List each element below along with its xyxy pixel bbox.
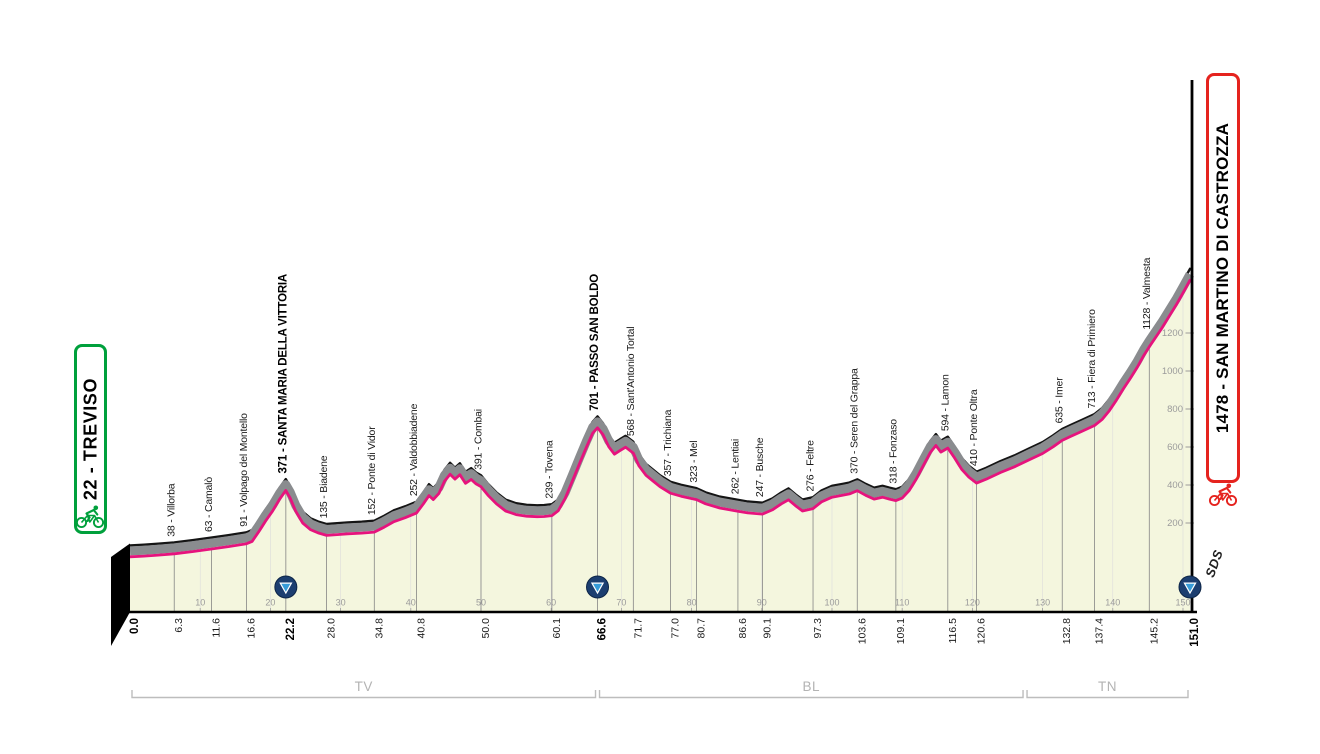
- province-bracket: [598, 690, 1024, 699]
- start-label: 22 - TREVISO: [80, 377, 100, 501]
- waypoint-label: 391 - Combai: [472, 409, 484, 470]
- finish-box: 1478 - SAN MARTINO DI CASTROZZA: [1206, 73, 1240, 483]
- province-bracket: [1026, 690, 1189, 699]
- road-band: [129, 272, 1194, 556]
- profile-line: [128, 278, 1192, 559]
- waypoint-label: 410 - Ponte Oltra: [968, 389, 980, 466]
- km-tick-label: 30: [336, 598, 346, 608]
- waypoint-label: 247 - Busche: [754, 437, 766, 497]
- km-label: 109.1: [895, 618, 907, 644]
- waypoint-label: 357 - Trichiana: [662, 409, 674, 476]
- km-label: 137.4: [1094, 618, 1106, 644]
- waypoint-label: 370 - Seren del Grappa: [849, 368, 861, 474]
- waypoint-label: 568 - Sant'Antonio Tortal: [625, 327, 637, 436]
- km-label: 16.6: [246, 618, 258, 639]
- km-tick-label: 140: [1105, 598, 1120, 608]
- province-bracket: [131, 690, 597, 699]
- province-label: TV: [355, 679, 373, 694]
- elevation-tick-label: 600: [1167, 442, 1183, 453]
- km-label: 60.1: [551, 618, 563, 639]
- km-label: 40.8: [415, 618, 427, 639]
- km-label: 90.1: [761, 618, 773, 639]
- km-label: 145.2: [1148, 618, 1160, 644]
- waypoint-label: 701 - PASSO SAN BOLDO: [589, 274, 601, 411]
- waypoint-label: 318 - Fonzaso: [887, 419, 899, 484]
- km-tick-label: 90: [757, 598, 767, 608]
- km-tick-label: 20: [265, 598, 275, 608]
- elevation-tick-label: 1200: [1162, 328, 1183, 339]
- waypoint-label: 91 - Volpago del Montello: [238, 413, 250, 527]
- waypoint-label: 635 - Imer: [1054, 377, 1066, 424]
- km-tick-label: 60: [546, 598, 556, 608]
- km-tick-label: 10: [195, 598, 205, 608]
- km-label: 28.0: [326, 618, 338, 639]
- km-label: 86.6: [737, 618, 749, 639]
- waypoint-label: 262 - Lentiai: [729, 439, 741, 494]
- waypoint-label: 252 - Valdobbiadene: [408, 403, 420, 496]
- km-label: 66.6: [597, 618, 609, 640]
- finish-cyclist-icon: [1208, 483, 1238, 507]
- km-tick-label: 70: [616, 598, 626, 608]
- finish-label: 1478 - SAN MARTINO DI CASTROZZA: [1213, 122, 1232, 434]
- gpm-marker-triangle: [279, 582, 293, 595]
- km-tick-label: 120: [965, 598, 980, 608]
- waypoint-label: 1128 - Valmesta: [1141, 257, 1153, 329]
- waypoint-label: 152 - Ponte di Vidor: [366, 426, 378, 515]
- elevation-tick-label: 200: [1167, 518, 1183, 529]
- waypoint-label: 38 - Villorba: [166, 483, 178, 537]
- province-label: TN: [1098, 679, 1117, 694]
- km-tick-label: 100: [824, 598, 839, 608]
- km-label: 11.6: [210, 618, 222, 638]
- km-label: 151.0: [1189, 618, 1201, 647]
- waypoint-label: 594 - Lamon: [939, 374, 951, 431]
- waypoint-label: 713 - Fiera di Primiero: [1086, 309, 1098, 409]
- km-tick-label: 40: [406, 598, 416, 608]
- elevation-tick-label: 800: [1167, 404, 1183, 415]
- elevation-tick-label: 400: [1167, 480, 1183, 491]
- gpm-marker-triangle: [590, 582, 605, 595]
- km-label: 50.0: [480, 618, 492, 639]
- elevation-tick-label: 1000: [1162, 366, 1183, 377]
- waypoint-label: 371 - SANTA MARIA DELLA VITTORIA: [277, 274, 289, 474]
- km-label: 6.3: [173, 618, 185, 633]
- waypoint-label: 323 - Mel: [688, 441, 700, 483]
- km-label: 103.6: [856, 618, 868, 644]
- km-tick-label: 80: [687, 598, 697, 608]
- km-tick-label: 150: [1175, 598, 1190, 608]
- km-tick-label: 130: [1035, 598, 1050, 608]
- km-label: 22.2: [285, 618, 297, 640]
- start-cyclist-icon: [75, 505, 105, 529]
- km-label: 0.0: [129, 618, 141, 634]
- waypoint-label: 63 - Camalò: [203, 477, 215, 532]
- km-label: 97.3: [812, 618, 824, 639]
- km-label: 77.0: [670, 618, 682, 639]
- km-label: 116.5: [947, 618, 959, 644]
- km-label: 71.7: [632, 618, 644, 639]
- start-pedestal: [111, 543, 130, 646]
- start-box: 22 - TREVISO: [74, 344, 107, 534]
- waypoint-label: 276 - Feltre: [805, 440, 817, 492]
- km-label: 120.6: [976, 618, 988, 644]
- profile-area: [130, 280, 1190, 612]
- waypoint-label: 135 - Biadene: [318, 455, 330, 518]
- km-label: 34.8: [373, 618, 385, 639]
- km-tick-label: 110: [895, 598, 909, 608]
- waypoint-label: 239 - Tovena: [543, 440, 555, 498]
- province-label: BL: [803, 679, 821, 694]
- gpm-marker-triangle: [1183, 582, 1197, 595]
- km-label: 132.8: [1061, 618, 1073, 644]
- km-label: 80.7: [696, 618, 708, 639]
